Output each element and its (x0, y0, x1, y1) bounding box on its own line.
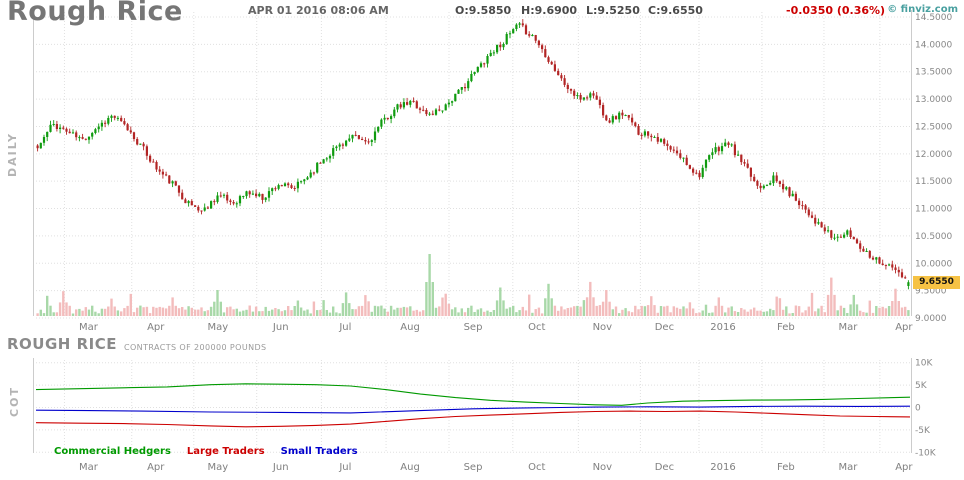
price-tick-label: 9.0000 (915, 314, 947, 324)
month-label-cot: Sep (464, 462, 483, 473)
quote-open: O:9.5850 (455, 4, 512, 17)
month-label-cot: Jun (272, 462, 289, 473)
volume-bars (36, 254, 910, 316)
price-tick-label: 10.0000 (915, 259, 952, 269)
legend-item-commercial-hedgers: Commercial Hedgers (54, 446, 171, 457)
price-tick-label: 14.5000 (915, 13, 952, 23)
price-tick-label: 11.0000 (915, 205, 952, 215)
legend-item-large-traders: Large Traders (186, 446, 265, 457)
month-label-daily: Nov (593, 322, 613, 333)
price-tick-label: 13.0000 (915, 95, 952, 105)
price-tick-label: 10.5000 (915, 232, 952, 242)
month-label-cot: May (207, 462, 228, 473)
finviz-watermark-link[interactable]: © finviz.com (887, 4, 958, 15)
cot-tick-label: 0 (915, 404, 921, 414)
cot-lines (35, 383, 911, 428)
cot-tick-label: 10K (915, 359, 933, 369)
cot-tick-label: -5K (915, 426, 931, 436)
month-label-daily: Mar (79, 322, 99, 333)
legend-item-small-traders: Small Traders (280, 446, 358, 457)
page-title: Rough Rice (7, 0, 183, 27)
candlesticks (36, 19, 910, 290)
month-label-cot: Apr (147, 462, 165, 473)
quote-high: H:9.6900 (521, 4, 578, 17)
month-label-cot: Mar (79, 462, 99, 473)
month-label-cot: Oct (528, 462, 545, 473)
month-label-daily: Mar (839, 322, 859, 333)
price-tick-label: 12.5000 (915, 122, 952, 132)
cot-line-large-traders (35, 410, 911, 428)
month-label-daily: Oct (528, 322, 545, 333)
panel-label-daily: DAILY (6, 132, 19, 177)
price-tick-label: 12.0000 (915, 150, 952, 160)
month-label-daily: Jun (272, 322, 289, 333)
gridlines (33, 10, 912, 453)
quote-low: L:9.5250 (586, 4, 640, 17)
month-label-daily: Jul (338, 322, 351, 333)
month-label-cot: Aug (400, 462, 420, 473)
cot-tick-label: 5K (915, 381, 928, 391)
cot-line-small-traders (35, 405, 911, 414)
month-label-daily: Aug (400, 322, 420, 333)
cot-tick-label: -10K (915, 448, 937, 458)
month-label-cot: Apr (895, 462, 913, 473)
cot-panel-subtitle: CONTRACTS OF 200000 POUNDS (124, 343, 267, 352)
month-label-cot: Feb (777, 462, 795, 473)
quote-change: -0.0350 (0.36%) (786, 4, 886, 17)
month-label-daily: Feb (777, 322, 795, 333)
cot-panel-title: ROUGH RICE (7, 335, 117, 353)
cot-legend: Commercial Hedgers Large Traders Small Tra… (54, 446, 358, 457)
month-label-daily: Sep (464, 322, 483, 333)
quote-close: C:9.6550 (648, 4, 703, 17)
quote-datetime: APR 01 2016 08:06 AM (248, 4, 389, 17)
cot-line-commercial-hedgers (35, 383, 911, 406)
month-label-cot: Dec (655, 462, 674, 473)
month-label-daily: Dec (655, 322, 674, 333)
price-tick-label: 9.5000 (915, 287, 947, 297)
last-price-badge: 9.6550 (913, 276, 960, 289)
month-label-cot: Nov (593, 462, 613, 473)
month-label-cot: Jul (338, 462, 351, 473)
month-label-daily: Apr (147, 322, 165, 333)
price-tick-label: 11.5000 (915, 177, 952, 187)
month-label-daily: Apr (895, 322, 913, 333)
price-tick-label: 14.0000 (915, 40, 952, 50)
month-label-daily: May (207, 322, 228, 333)
month-label-daily: 2016 (710, 322, 735, 333)
month-label-cot: Mar (839, 462, 859, 473)
price-tick-label: 13.5000 (915, 68, 952, 78)
month-label-cot: 2016 (710, 462, 735, 473)
panel-label-cot: COT (8, 386, 21, 417)
